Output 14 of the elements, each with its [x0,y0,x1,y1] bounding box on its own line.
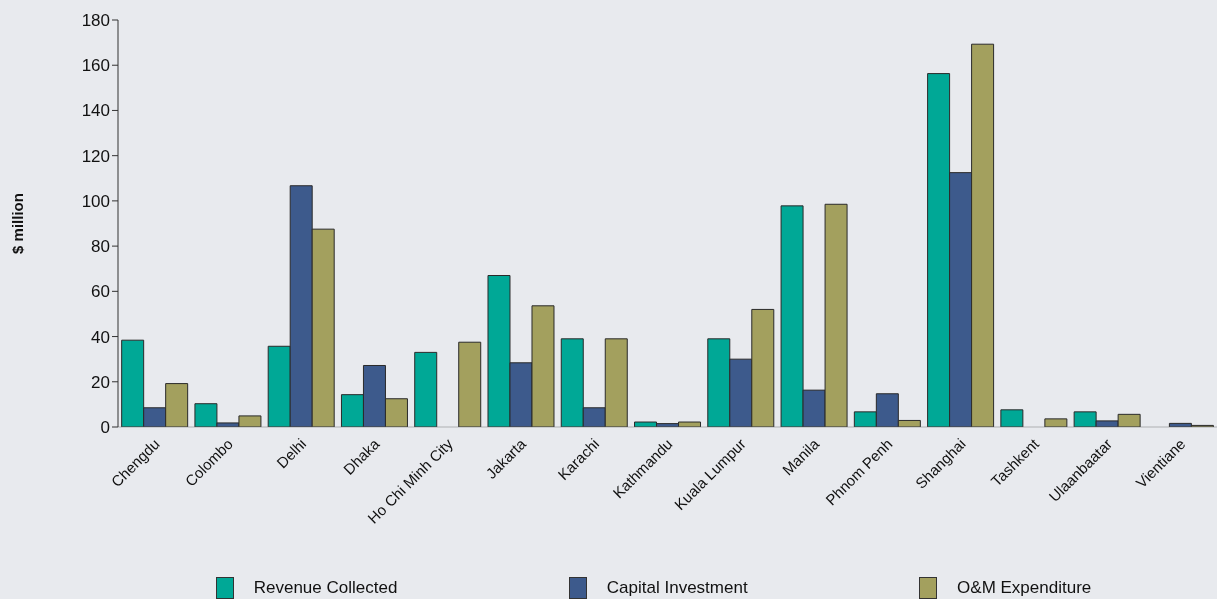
y-tick-label: 60 [91,282,110,302]
y-tick-label: 180 [81,11,110,31]
y-tick-label: 160 [81,56,110,76]
y-tick-label: 120 [81,146,110,166]
y-tick-label: 140 [81,101,110,121]
y-tick-label: 20 [91,372,110,392]
y-tick-label: 0 [100,418,110,438]
legend-label: Capital Investment [606,578,748,598]
y-axis-title: $ million [9,193,27,254]
y-tick-label: 40 [91,327,110,347]
y-tick-label: 100 [81,191,110,211]
y-tick-label: 80 [91,237,110,257]
legend-label: O&M Expenditure [957,578,1092,598]
legend-label: Revenue Collected [253,578,398,598]
